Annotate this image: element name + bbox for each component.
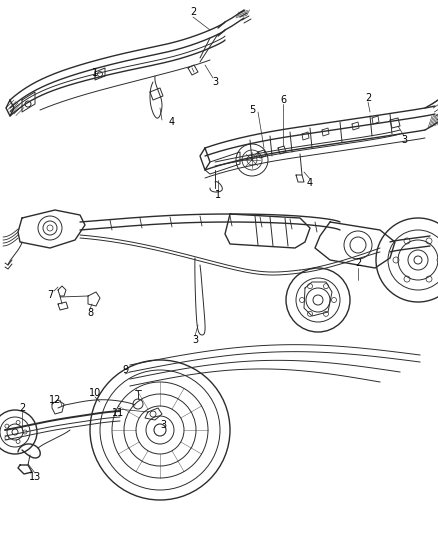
Text: 3: 3 — [212, 77, 218, 87]
Text: 2: 2 — [365, 93, 371, 103]
Text: 9: 9 — [122, 365, 128, 375]
Text: 4: 4 — [307, 178, 313, 188]
Text: 3: 3 — [160, 420, 166, 430]
Text: 3: 3 — [192, 335, 198, 345]
Text: 5: 5 — [249, 105, 255, 115]
Text: 2: 2 — [190, 7, 196, 17]
Text: 3: 3 — [401, 135, 407, 145]
Text: 2: 2 — [19, 403, 25, 413]
Text: 7: 7 — [47, 290, 53, 300]
Text: 10: 10 — [89, 388, 101, 398]
Text: 1: 1 — [92, 68, 98, 78]
Text: 13: 13 — [29, 472, 41, 482]
Text: 6: 6 — [280, 95, 286, 105]
Text: 11: 11 — [112, 408, 124, 418]
Text: 2: 2 — [355, 258, 361, 268]
Text: 12: 12 — [49, 395, 61, 405]
Text: 1: 1 — [215, 190, 221, 200]
Text: 8: 8 — [87, 308, 93, 318]
Text: 4: 4 — [169, 117, 175, 127]
